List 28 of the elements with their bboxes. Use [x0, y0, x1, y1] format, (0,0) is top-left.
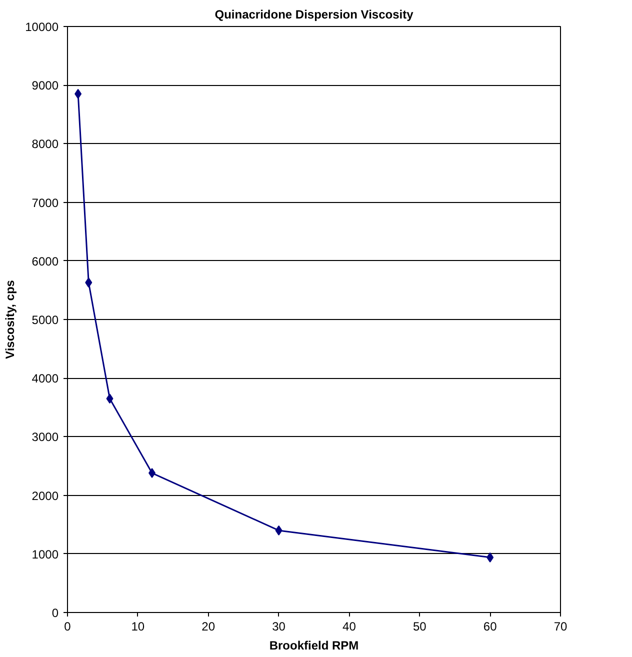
x-tick-label: 40 — [342, 620, 356, 634]
y-tick-label: 7000 — [32, 196, 59, 210]
point — [275, 525, 282, 536]
point — [486, 552, 494, 562]
point — [85, 278, 92, 288]
x-tick-label: 20 — [202, 620, 216, 634]
y-tick-label: 10000 — [25, 20, 59, 34]
x-tick-label: 60 — [483, 620, 498, 634]
y-tick-label: 5000 — [32, 313, 59, 327]
y-tick-label: 0 — [52, 606, 59, 620]
y-tick-label: 9000 — [32, 78, 59, 93]
x-tick-label: 50 — [412, 620, 427, 634]
y-axis-title: Viscosity, cps — [3, 280, 18, 359]
y-tick-label: 3000 — [32, 430, 59, 444]
y-tick-label: 8000 — [32, 137, 59, 152]
x-tick-label: 10 — [131, 620, 145, 634]
y-tick-label: 4000 — [32, 372, 59, 386]
point — [106, 394, 114, 404]
y-tick-label: 6000 — [32, 254, 59, 268]
point — [74, 88, 82, 99]
x-tick-label: 0 — [64, 620, 72, 634]
x-tick-label: 70 — [554, 620, 568, 634]
x-tick-label: 30 — [272, 620, 286, 634]
chart-title: Quinacridone Dispersion Viscosity — [214, 8, 414, 22]
x-axis-title: Brookfield RPM — [269, 638, 359, 652]
point — [148, 468, 156, 478]
y-tick-label: 2000 — [32, 488, 59, 503]
y-tick-label: 1000 — [32, 547, 59, 562]
